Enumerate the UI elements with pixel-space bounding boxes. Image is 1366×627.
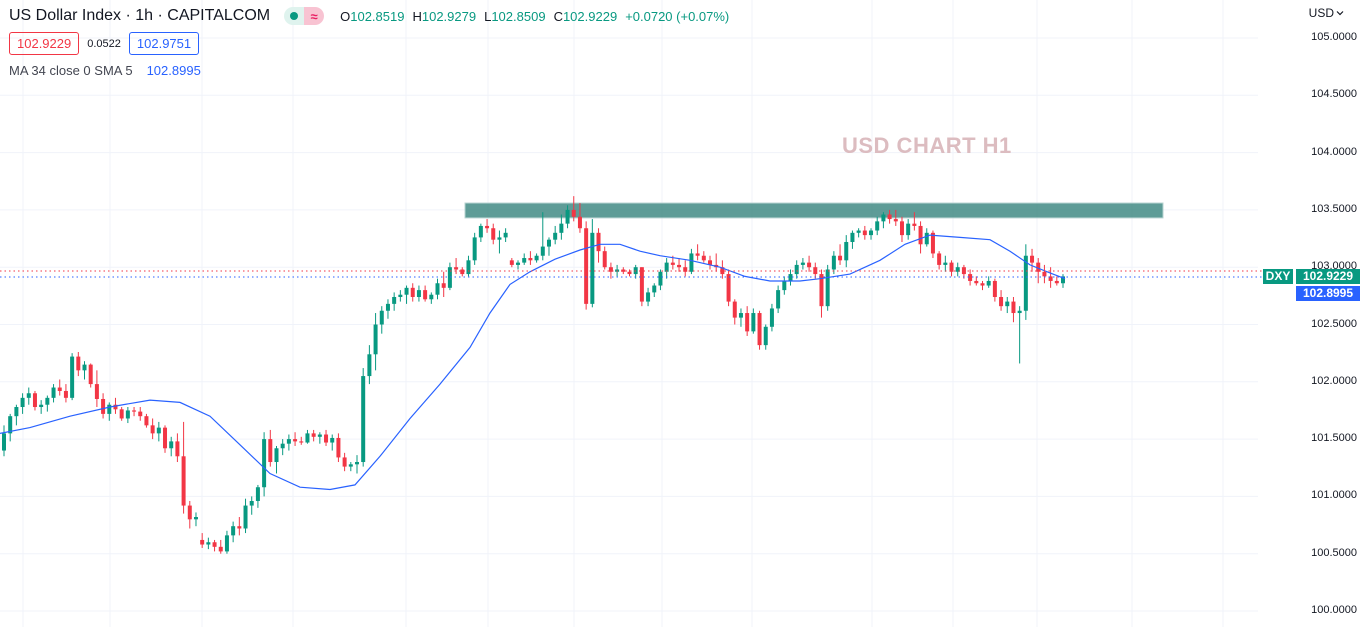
high-value: 102.9279 (421, 8, 477, 24)
price-scale-label: 101.5000 (1311, 432, 1357, 445)
price-scale-label: 101.0000 (1311, 489, 1357, 502)
close-value: 102.9229 (562, 8, 618, 24)
symbol-tag: DXY (1263, 269, 1293, 284)
candles (2, 196, 1065, 554)
spread-value: 0.0522 (87, 37, 121, 50)
indicator-legend[interactable]: MA 34 close 0 SMA 5 102.8995 (9, 63, 729, 78)
delayed-data-wave-icon: ≈ (304, 7, 325, 25)
market-status-pill[interactable]: ≈ (284, 7, 325, 25)
sell-button[interactable]: 102.9229 (9, 32, 80, 55)
close-label: C (553, 8, 563, 24)
buy-button[interactable]: 102.9751 (128, 32, 200, 55)
price-scale-label: 105.0000 (1311, 31, 1357, 43)
currency-label: USD (1308, 6, 1334, 20)
chart-legend: US Dollar Index · 1h · CAPITALCOM ≈ O 102… (9, 6, 729, 78)
price-scale-label: 100.5000 (1311, 546, 1357, 559)
ma-price-tag: 102.8995 (1296, 286, 1360, 301)
low-label: L (484, 8, 492, 24)
open-value: 102.8519 (350, 8, 405, 24)
price-scale-label: 100.0000 (1311, 604, 1357, 616)
last-price-tag: 102.9229 (1296, 269, 1360, 284)
resistance-zone-rectangle[interactable] (464, 202, 1164, 219)
price-scale-label: 102.5000 (1311, 317, 1357, 330)
price-scale-label: 104.5000 (1311, 88, 1357, 101)
chevron-down-icon (1336, 11, 1344, 16)
market-open-dot-icon (284, 7, 305, 25)
grid-lines (0, 0, 1258, 627)
indicator-value: 102.8995 (146, 63, 201, 78)
open-label: O (340, 8, 351, 24)
low-value: 102.8509 (491, 8, 546, 24)
price-scale-label: 103.5000 (1311, 202, 1357, 215)
price-scale-label: 104.0000 (1311, 145, 1357, 158)
currency-selector[interactable]: USD (1309, 6, 1344, 20)
symbol-title[interactable]: US Dollar Index · 1h · CAPITALCOM (9, 7, 271, 24)
moving-average-line (0, 234, 1066, 491)
chart-annotation-text[interactable]: USD CHART H1 (842, 133, 1012, 158)
high-label: H (412, 8, 422, 24)
indicator-label: MA 34 close 0 SMA 5 (9, 63, 133, 78)
price-scale-label: 102.0000 (1311, 374, 1357, 387)
ohlc-values: O 102.8519 H 102.9279 L 102.8509 C 102.9229 … (340, 9, 729, 24)
change-value: +0.0720 (+0.07%) (625, 8, 730, 24)
